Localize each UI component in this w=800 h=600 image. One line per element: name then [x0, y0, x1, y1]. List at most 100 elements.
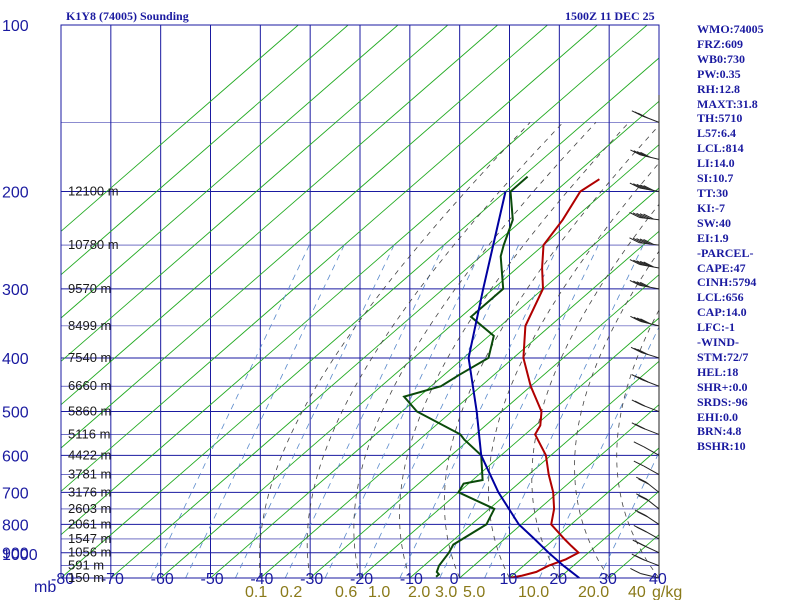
isotherm-line	[459, 404, 659, 578]
temperature-tick-label: 30	[599, 571, 617, 588]
wind-barb-feather	[634, 554, 646, 561]
wind-barb	[630, 149, 660, 160]
wind-barb-feather	[637, 112, 649, 119]
wind-barb-feather	[630, 315, 641, 322]
wind-barb-feather	[630, 149, 641, 156]
height-label: 3176 m	[68, 484, 111, 499]
index-entry: LCL:814	[697, 141, 744, 156]
index-entry: CINH:5794	[697, 275, 757, 290]
wind-barb-feather	[643, 261, 654, 268]
wind-barb-staff	[643, 465, 660, 475]
isotherm-line	[210, 187, 659, 578]
moist-adiabat-line	[399, 122, 630, 578]
stability-indices-panel: WMO:74005 FRZ:609 WB0:730 PW:0.35 RH:12.8 MAX…	[697, 22, 797, 454]
isotherm-line	[61, 25, 648, 536]
mixing-ratio-label: 3.0	[435, 584, 457, 600]
wind-barb	[631, 553, 660, 567]
index-entry: TT:30	[697, 185, 729, 200]
wind-barb-feather	[633, 460, 645, 467]
wind-barb	[631, 399, 660, 412]
pressure-tick-label: 200	[2, 184, 29, 201]
wind-barb	[633, 460, 660, 475]
wind-barb-feather	[643, 238, 654, 245]
wind-barb-feather	[634, 400, 646, 407]
wind-barb-feather	[635, 541, 646, 547]
index-entry: L57:6.4	[697, 126, 736, 141]
wind-barb-feather	[629, 182, 641, 189]
wind-barb-feather	[636, 317, 648, 324]
mixing-ratio-label: 0.2	[280, 584, 302, 600]
wind-barb-feather	[639, 184, 651, 191]
height-label: 591 m	[68, 558, 104, 573]
wind-barb-feather	[636, 526, 647, 533]
wind-barb	[629, 182, 660, 192]
wind-barb-feather	[640, 151, 651, 158]
height-label: 7540 m	[68, 350, 111, 365]
wind-barb-feather	[633, 316, 644, 323]
pressure-tick-label: 400	[2, 351, 29, 368]
isotherm-line	[110, 100, 659, 578]
wind-barb-feather	[636, 151, 648, 157]
isotherm-line	[509, 447, 659, 578]
wind-barb-feather	[632, 237, 644, 244]
index-entry: FRZ:609	[697, 36, 743, 51]
moist-adiabat-line	[258, 122, 531, 578]
index-entry: MAXT:31.8	[697, 96, 758, 111]
isotherm-line	[61, 25, 548, 449]
wind-barb-feather	[637, 511, 648, 518]
pressure-tick-label: 800	[2, 517, 29, 534]
wind-barb-feather	[636, 212, 647, 219]
wind-barb-feather	[632, 212, 644, 219]
pressure-tick-label: 900	[2, 546, 29, 563]
pressure-unit-label: mb	[34, 579, 56, 596]
wind-barb-feather	[630, 568, 641, 574]
index-entry: WB0:730	[697, 51, 745, 66]
wind-barb-feather	[639, 281, 651, 288]
isotherm-line	[61, 25, 349, 276]
wind-barb-feather	[636, 493, 647, 500]
mixing-ratio-label: 5.0	[463, 584, 485, 600]
isotherm-line	[61, 25, 498, 406]
mixing-ratio-label: 0.6	[335, 584, 357, 600]
height-label: 3781 m	[68, 467, 111, 482]
isotherm-line	[61, 57, 659, 578]
temperature-tick-label: 10	[500, 571, 518, 588]
index-entry: SHR+:0.0	[697, 379, 748, 394]
wind-barb-feather	[639, 213, 651, 220]
moist-adiabat-line	[353, 122, 597, 578]
wind-barb-feather	[636, 238, 647, 245]
index-entry: TH:5710	[697, 111, 743, 126]
pressure-tick-label: 600	[2, 448, 29, 465]
wind-barb-feather	[636, 183, 647, 190]
wind-barb	[629, 237, 660, 246]
height-label: 8499 m	[68, 318, 111, 333]
index-entry: EHI:0.0	[697, 409, 739, 424]
wind-barb-feather	[638, 478, 649, 485]
isotherm-line	[359, 317, 659, 578]
wind-barb-feather	[629, 212, 640, 218]
pressure-tick-label: 300	[2, 282, 29, 299]
wind-barb-feather	[636, 476, 647, 483]
wind-barb-staff	[643, 446, 660, 456]
wind-barb-feather	[639, 260, 651, 267]
index-entry: SW:40	[697, 215, 732, 230]
mixing-ratio-label: 40	[628, 584, 646, 600]
height-label: 2061 m	[68, 516, 111, 531]
temperature-tick-label: -30	[300, 571, 323, 588]
wind-barb-feather	[637, 348, 648, 355]
index-entry: CAPE:47	[697, 260, 746, 275]
isotherm-line	[260, 230, 659, 578]
index-entry: CAP:14.0	[697, 305, 747, 320]
wind-barb-feather	[629, 279, 641, 286]
wind-barb	[631, 374, 660, 387]
wind-barb-feather	[629, 237, 640, 244]
index-entry: LFC:-1	[697, 320, 735, 335]
isotherm-line	[409, 360, 659, 578]
mixing-ratio-label: 20.0	[578, 584, 609, 600]
mixing-ratio-label: 1.0	[368, 584, 390, 600]
wind-barb	[633, 441, 660, 456]
isotherm-line	[61, 25, 299, 232]
index-entry: BSHR:10	[697, 439, 746, 454]
height-label: 4422 m	[68, 447, 111, 462]
